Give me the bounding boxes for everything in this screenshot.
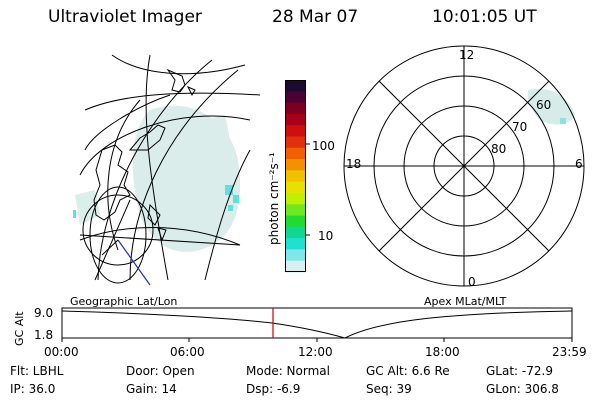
colorbar-segment: [285, 226, 306, 239]
bright-emission: [73, 185, 239, 218]
time-tick-1800: 18:00: [425, 345, 460, 359]
colorbar-segment: [285, 215, 306, 228]
mlt-label-18: 18: [346, 157, 362, 171]
colorbar-segment: [285, 91, 306, 104]
ip-readout: IP: 36.0: [10, 382, 56, 396]
mlt-label-6: 6: [575, 157, 583, 171]
time-tick-0000: 00:00: [44, 345, 79, 359]
spacecraft-track: [117, 239, 151, 286]
colorbar-segment: [285, 170, 306, 183]
colorbar: [285, 80, 310, 273]
colorbar-segment: [285, 80, 306, 92]
colorbar-segment: [285, 249, 306, 262]
mlat-label-80: 80: [491, 142, 507, 156]
altitude-tick-low: 1.8: [34, 328, 54, 342]
aurora-emission-left: [75, 105, 241, 252]
colorbar-segment: [285, 238, 306, 251]
glon-readout: GLon: 306.8: [486, 382, 559, 396]
colorbar-segment: [285, 113, 306, 126]
mlt-label-0: 0: [468, 275, 476, 289]
instrument-title: Ultraviolet Imager: [48, 7, 202, 27]
altitude-axis-title: GC Alt: [13, 311, 26, 346]
header-time: 10:01:05 UT: [432, 7, 537, 27]
dsp-readout: Dsp: -6.9: [246, 382, 301, 396]
colorbar-segment: [285, 181, 306, 194]
colorbar-segment: [285, 102, 306, 115]
colorbar-segment: [285, 260, 306, 273]
colorbar-segment: [285, 136, 306, 149]
colorbar-segment: [285, 147, 306, 160]
geographic-caption: Geographic Lat/Lon: [70, 295, 178, 308]
colorbar-tick-100: 100: [312, 139, 335, 153]
colorbar-tick-10: 10: [318, 229, 334, 243]
colorbar-segment: [285, 159, 306, 171]
colorbar-segment: [285, 192, 306, 205]
aurora-emission-right: [527, 88, 575, 125]
mode-readout: Mode: Normal: [246, 364, 330, 378]
filter-readout: Flt: LBHL: [10, 364, 64, 378]
glat-readout: GLat: -72.9: [486, 364, 553, 378]
mlat-label-60: 60: [536, 98, 552, 112]
colorbar-segment: [285, 204, 306, 217]
sequence-readout: Seq: 39: [366, 382, 412, 396]
time-tick-0600: 06:00: [170, 345, 205, 359]
colorbar-unit-label: photon cm⁻²s⁻¹: [267, 152, 281, 245]
mlat-label-70: 70: [512, 120, 528, 134]
gc-altitude-readout: GC Alt: 6.6 Re: [366, 364, 450, 378]
time-tick-2359: 23:59: [552, 345, 587, 359]
colorbar-segment: [285, 125, 306, 138]
gain-readout: Gain: 14: [126, 382, 177, 396]
mlt-label-12: 12: [459, 48, 475, 62]
altitude-tick-high: 9.0: [34, 306, 54, 320]
time-tick-1200: 12:00: [298, 345, 333, 359]
apex-caption: Apex MLat/MLT: [424, 295, 507, 308]
header-date: 28 Mar 07: [272, 7, 359, 27]
door-readout: Door: Open: [126, 364, 195, 378]
